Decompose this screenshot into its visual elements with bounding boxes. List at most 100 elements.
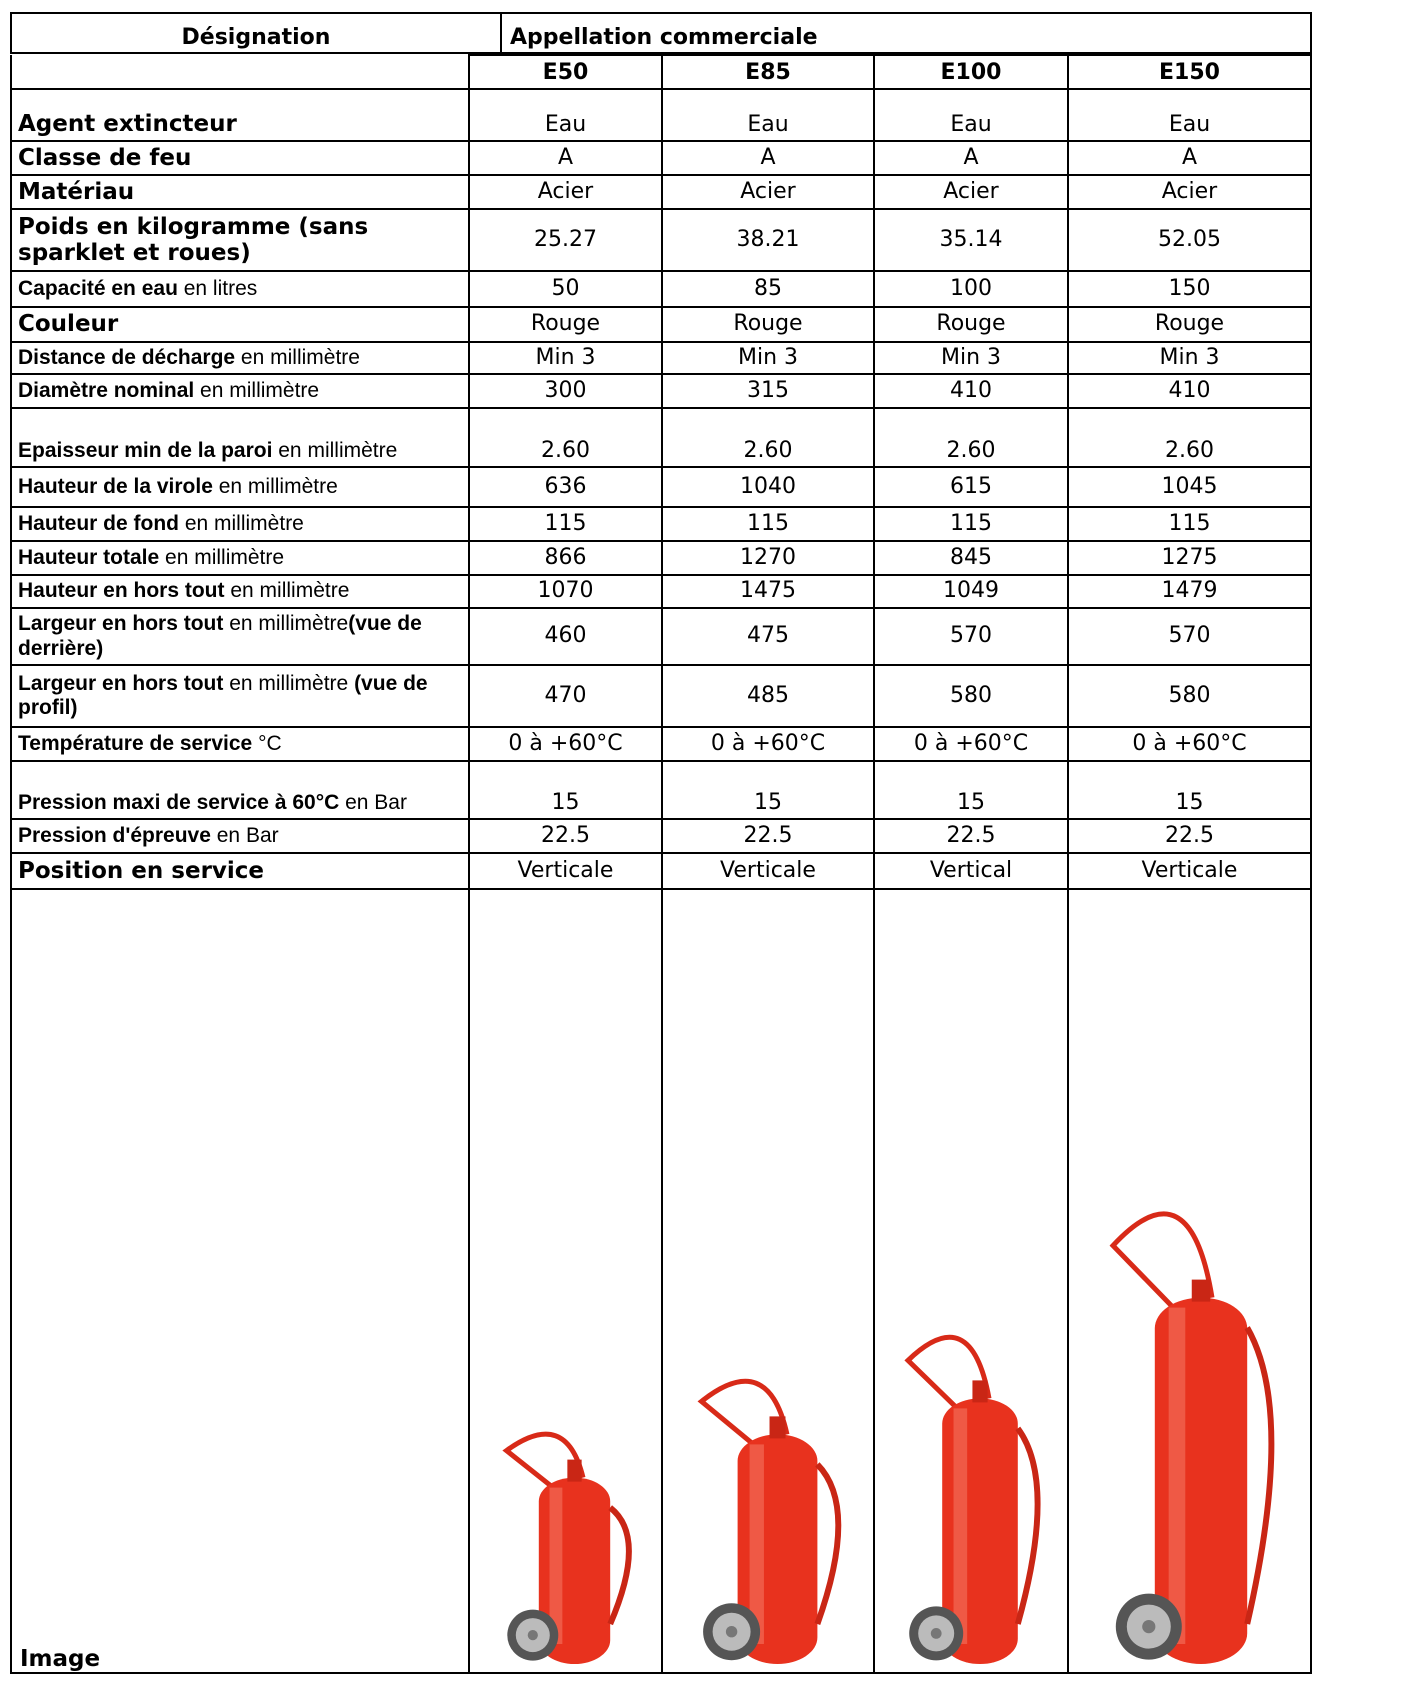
header-cell: Désignation <box>11 13 501 53</box>
column-header: E150 <box>1068 55 1311 89</box>
extinguisher-image <box>1080 1152 1300 1672</box>
label-part: Pression maxi de service à 60°C <box>18 791 339 814</box>
value-cell: 15 <box>874 761 1068 819</box>
header-row: Désignation Appellation commerciale <box>11 13 1311 53</box>
row-label: Classe de feu <box>11 141 469 175</box>
value-cell: 866 <box>469 541 662 575</box>
label-part: Position en service <box>18 858 264 884</box>
value-cell: Eau <box>1068 89 1311 141</box>
row-label: Position en service <box>11 853 469 889</box>
value-cell: 845 <box>874 541 1068 575</box>
spec-row: Poids en kilogramme (sans sparklet et ro… <box>11 209 1311 271</box>
spec-row: Epaisseur min de la paroi en millimètre 2… <box>11 408 1311 467</box>
label-part: Classe de feu <box>18 145 191 171</box>
label-part: Distance de décharge <box>18 346 235 369</box>
label-part: en Bar <box>339 791 407 814</box>
value-cell: Rouge <box>1068 307 1311 342</box>
row-label: Capacité en eau en litres <box>11 271 469 307</box>
row-label: Hauteur de la virole en millimètre <box>11 467 469 507</box>
column-header: E50 <box>469 55 662 89</box>
spec-row: Largeur en hors tout en millimètre (vue … <box>11 665 1311 727</box>
row-label: Distance de décharge en millimètre <box>11 342 469 374</box>
row-label: Poids en kilogramme (sans sparklet et ro… <box>11 209 469 271</box>
value-cell: 50 <box>469 271 662 307</box>
value-cell: Acier <box>1068 175 1311 209</box>
value-cell: 1070 <box>469 575 662 608</box>
value-cell: Acier <box>469 175 662 209</box>
label-part: Largeur en hors tout <box>18 612 223 635</box>
value-cell: 636 <box>469 467 662 507</box>
row-label: Largeur en hors tout en millimètre (vue … <box>11 665 469 727</box>
label-part: Couleur <box>18 311 118 337</box>
value-cell: 460 <box>469 608 662 665</box>
label-part: Largeur en hors tout <box>18 672 223 695</box>
value-cell: 410 <box>874 374 1068 408</box>
row-label: Pression maxi de service à 60°C en Bar <box>11 761 469 819</box>
label-part: Epaisseur min de la paroi <box>18 439 272 462</box>
value-cell: 1475 <box>662 575 874 608</box>
image-cell <box>469 889 662 1673</box>
value-cell: A <box>874 141 1068 175</box>
value-cell: Vertical <box>874 853 1068 889</box>
value-cell: 22.5 <box>874 819 1068 853</box>
value-cell: 580 <box>1068 665 1311 727</box>
value-cell: 300 <box>469 374 662 408</box>
label-part: Hauteur de la virole <box>18 475 213 498</box>
label-part: en millimètre <box>272 439 397 462</box>
value-cell: 2.60 <box>874 408 1068 467</box>
value-cell: 1270 <box>662 541 874 575</box>
value-cell: 115 <box>662 507 874 541</box>
value-cell: Rouge <box>874 307 1068 342</box>
header-cell: Appellation commerciale <box>501 13 1311 53</box>
value-cell: 22.5 <box>469 819 662 853</box>
row-label: Hauteur de fond en millimètre <box>11 507 469 541</box>
value-cell: Acier <box>874 175 1068 209</box>
value-cell: 2.60 <box>1068 408 1311 467</box>
value-cell: Min 3 <box>874 342 1068 374</box>
value-cell: 15 <box>1068 761 1311 819</box>
value-cell: 580 <box>874 665 1068 727</box>
value-cell: 0 à +60°C <box>874 727 1068 761</box>
label-part: en millimètre <box>223 672 354 695</box>
value-cell: 22.5 <box>662 819 874 853</box>
label-part: Capacité en eau <box>18 277 178 300</box>
column-header: E100 <box>874 55 1068 89</box>
value-cell: 1040 <box>662 467 874 507</box>
value-cell: Rouge <box>469 307 662 342</box>
extinguisher-image <box>881 1292 1061 1672</box>
label-part: Hauteur totale <box>18 546 159 569</box>
value-cell: Verticale <box>469 853 662 889</box>
row-label: Epaisseur min de la paroi en millimètre <box>11 408 469 467</box>
label-part: Agent extincteur <box>18 111 237 137</box>
value-cell: 470 <box>469 665 662 727</box>
image-cell <box>1068 889 1311 1673</box>
column-header: E85 <box>662 55 874 89</box>
label-part: en millimètre <box>179 512 304 535</box>
label-part: Poids en kilogramme (sans sparklet et ro… <box>18 214 368 266</box>
row-label: Hauteur totale en millimètre <box>11 541 469 575</box>
label-part: Matériau <box>18 179 134 205</box>
row-label: Agent extincteur <box>11 89 469 141</box>
extinguisher-image <box>481 1402 651 1672</box>
value-cell: Verticale <box>1068 853 1311 889</box>
value-cell: 115 <box>469 507 662 541</box>
label-part: °C <box>252 732 281 755</box>
value-cell: Min 3 <box>662 342 874 374</box>
header-table: Désignation Appellation commerciale <box>10 12 1312 54</box>
label-part: en millimètre <box>159 546 284 569</box>
image-label: Image <box>11 889 469 1673</box>
row-label: Température de service °C <box>11 727 469 761</box>
value-cell: 85 <box>662 271 874 307</box>
value-cell: 410 <box>1068 374 1311 408</box>
